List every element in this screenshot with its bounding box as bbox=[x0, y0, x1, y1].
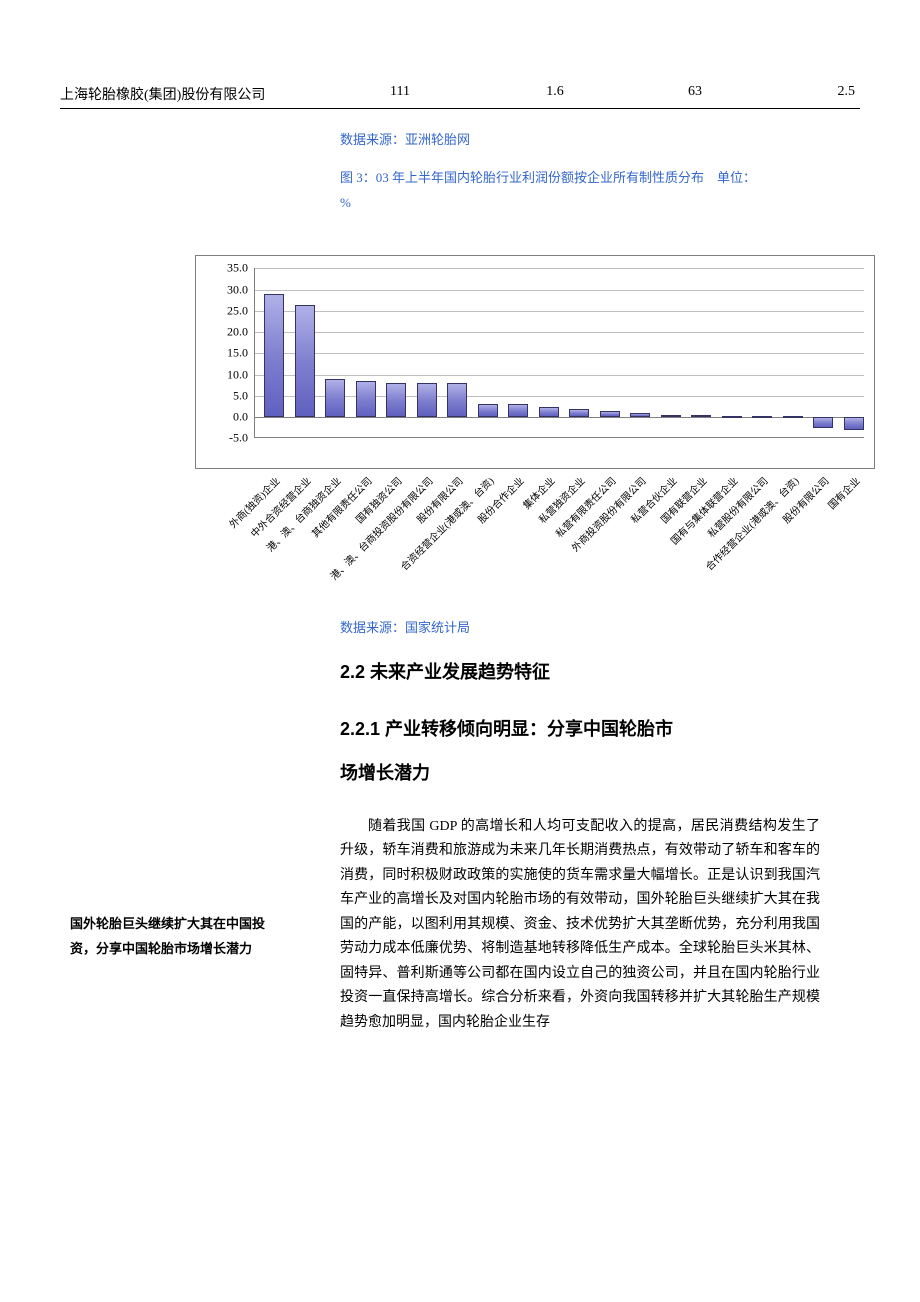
bar bbox=[264, 294, 284, 417]
bar bbox=[386, 383, 406, 417]
y-tick-label: 25.0 bbox=[196, 303, 248, 318]
y-tick-label: 10.0 bbox=[196, 367, 248, 382]
bar bbox=[783, 416, 803, 418]
x-tick-label: 国有企业 bbox=[823, 473, 862, 512]
y-tick-label: 5.0 bbox=[196, 388, 248, 403]
bar bbox=[295, 305, 315, 418]
y-tick-label: 15.0 bbox=[196, 346, 248, 361]
h3-line-2: 场增长潜力 bbox=[340, 752, 820, 795]
bar bbox=[447, 383, 467, 417]
bar bbox=[417, 383, 437, 417]
company-name: 上海轮胎橡胶(集团)股份有限公司 bbox=[60, 84, 315, 104]
chart-container: -5.00.05.010.015.020.025.030.035.0 外商(独资… bbox=[195, 255, 860, 587]
data-source-1: 数据来源：亚洲轮胎网 bbox=[340, 129, 860, 148]
bar bbox=[691, 415, 711, 417]
bar bbox=[600, 411, 620, 417]
bar-chart: -5.0 0.0 5.0 10.0 15.0 20.0 25.0 30.0 35.0 bbox=[195, 255, 875, 469]
bar bbox=[478, 404, 498, 417]
section-heading-2-2: 2.2 未来产业发展趋势特征 bbox=[340, 658, 860, 684]
x-axis-labels: 外商(独资)企业中外合资经营企业港、澳、台商独资企业其他有限责任公司国有独资公司… bbox=[195, 467, 875, 587]
bar bbox=[539, 407, 559, 418]
y-tick-label: 0.0 bbox=[196, 410, 248, 425]
bar bbox=[569, 409, 589, 418]
bar bbox=[844, 417, 864, 430]
y-tick-label: 30.0 bbox=[196, 282, 248, 297]
bar bbox=[722, 416, 742, 418]
cell-2: 1.6 bbox=[485, 84, 625, 104]
y-tick-label: 20.0 bbox=[196, 325, 248, 340]
bar bbox=[630, 413, 650, 417]
cell-3: 63 bbox=[625, 84, 765, 104]
y-tick-label: 35.0 bbox=[196, 261, 248, 276]
h3-line-1: 2.2.1 产业转移倾向明显：分享中国轮胎市 bbox=[340, 708, 820, 751]
table-row: 上海轮胎橡胶(集团)股份有限公司 111 1.6 63 2.5 bbox=[60, 80, 860, 109]
y-tick-label: -5.0 bbox=[196, 431, 248, 446]
data-source-2: 数据来源：国家统计局 bbox=[340, 617, 860, 636]
bar bbox=[508, 404, 528, 417]
cell-4: 2.5 bbox=[765, 84, 855, 104]
bar bbox=[813, 417, 833, 428]
bar bbox=[356, 381, 376, 417]
margin-note: 国外轮胎巨头继续扩大其在中国投资，分享中国轮胎市场增长潜力 bbox=[70, 912, 270, 961]
section-heading-2-2-1: 2.2.1 产业转移倾向明显：分享中国轮胎市 场增长潜力 bbox=[340, 708, 820, 794]
figure-caption: 图 3：03 年上半年国内轮胎行业利润份额按企业所有制性质分布 单位：% bbox=[340, 166, 760, 215]
body-paragraph: 随着我国 GDP 的高增长和人均可支配收入的提高，居民消费结构发生了升级，轿车消… bbox=[340, 815, 820, 1036]
bar bbox=[325, 379, 345, 417]
bar bbox=[752, 416, 772, 418]
bar bbox=[661, 415, 681, 418]
cell-1: 111 bbox=[315, 84, 485, 104]
